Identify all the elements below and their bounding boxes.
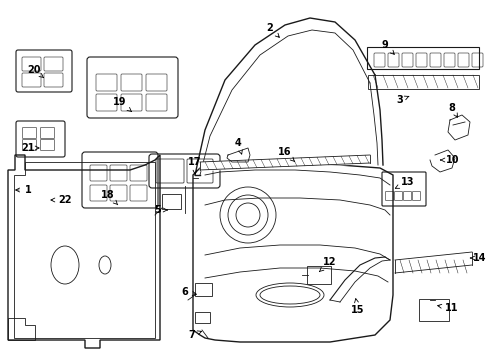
Text: 12: 12	[319, 257, 337, 272]
Text: 15: 15	[351, 299, 365, 315]
Text: 11: 11	[438, 303, 459, 313]
Text: 20: 20	[27, 65, 44, 78]
Text: 17: 17	[188, 157, 202, 174]
Text: 13: 13	[395, 177, 415, 188]
Text: 8: 8	[448, 103, 458, 117]
Text: 4: 4	[235, 138, 243, 154]
Text: 18: 18	[101, 190, 118, 205]
Text: 6: 6	[182, 287, 196, 297]
Text: 7: 7	[189, 330, 201, 340]
Text: 22: 22	[51, 195, 72, 205]
Text: 9: 9	[382, 40, 394, 54]
Text: 3: 3	[396, 95, 409, 105]
Text: 1: 1	[16, 185, 31, 195]
Text: 19: 19	[113, 97, 132, 112]
Text: 16: 16	[278, 147, 295, 162]
Text: 2: 2	[267, 23, 279, 37]
Text: 14: 14	[470, 253, 487, 263]
Text: 5: 5	[155, 205, 167, 215]
Text: 21: 21	[21, 143, 39, 153]
Text: 10: 10	[441, 155, 460, 165]
